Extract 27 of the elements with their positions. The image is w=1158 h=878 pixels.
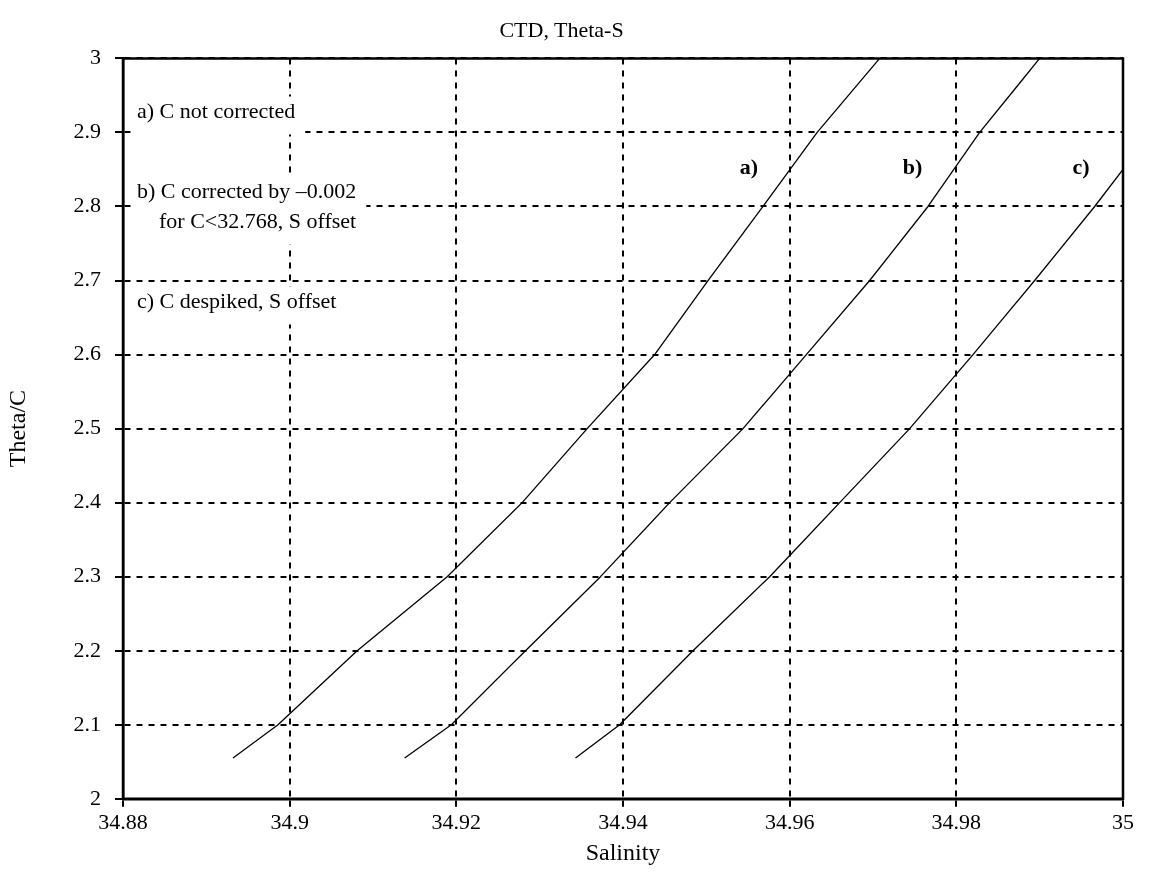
series-label: b) [902,154,923,180]
x-tick-label: 34.92 [431,808,482,834]
y-axis-title: Theta/C [3,389,30,468]
annotation: a) C not corrected [137,98,296,124]
y-tick-label: 2 [90,784,101,810]
annotation: b) C corrected by –0.002 for C<32.768, S offset [137,178,357,234]
x-tick-label: 34.94 [598,808,648,834]
annotation: c) C despiked, S offset [137,288,337,314]
y-tick-label: 2.8 [73,192,101,218]
x-tick-label: 34.96 [764,808,815,834]
y-tick-label: 2.4 [73,488,101,514]
x-tick-label: 34.88 [98,808,148,834]
chart-title: CTD, Theta-S [499,16,624,42]
y-tick-label: 2.1 [73,710,101,736]
series-label: a) [739,154,759,180]
x-tick-label: 34.9 [270,808,309,834]
y-tick-label: 3 [90,44,101,70]
y-tick-label: 2.5 [73,414,101,440]
y-tick-label: 2.6 [73,340,101,366]
x-tick-label: 34.98 [931,808,982,834]
y-tick-label: 2.2 [73,636,101,662]
y-tick-label: 2.9 [73,118,101,144]
x-tick-label: 35 [1112,808,1134,834]
y-tick-label: 2.3 [73,562,101,588]
y-tick-label: 2.7 [73,266,101,292]
x-axis-title: Salinity [585,838,661,865]
series-label: c) [1072,154,1090,180]
